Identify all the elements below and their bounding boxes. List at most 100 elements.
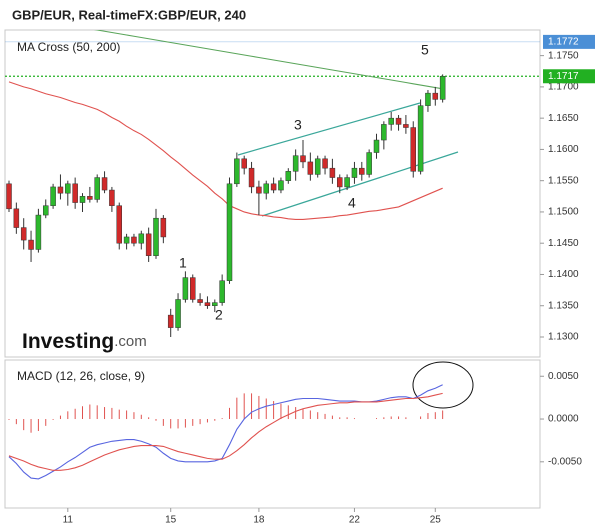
wave-label: 2 [215, 307, 223, 323]
price-panel [4, 29, 541, 358]
brand-suffix: .com [114, 333, 147, 350]
candle-body [417, 105, 424, 172]
candle-body [234, 158, 240, 185]
candle-body [35, 214, 42, 250]
x-tick-label: 15 [165, 515, 177, 526]
wave-label: 4 [348, 195, 356, 211]
y-tick-label: 1.1450 [548, 238, 579, 249]
candle-body [278, 180, 284, 191]
candle-body [373, 139, 380, 153]
candle-body [381, 124, 387, 141]
channel-upper [237, 102, 421, 156]
candle-body [432, 92, 439, 100]
candle-body [307, 161, 314, 175]
candle-body [439, 76, 446, 100]
candle-body [410, 127, 416, 172]
price-badge [543, 69, 595, 84]
indicator-line [8, 81, 443, 220]
indicator-line [8, 392, 443, 471]
candle-body [329, 167, 336, 178]
candle-body [72, 183, 78, 203]
candle-body [182, 277, 189, 300]
candle-body [109, 189, 115, 206]
brand-logo: Investing.com [22, 330, 147, 353]
highlight-ellipse [412, 361, 474, 409]
candle-body [79, 196, 86, 203]
candle-body [153, 217, 159, 256]
candle-body [160, 217, 167, 238]
y-tick-label: 0.0050 [548, 371, 579, 382]
candle-body [337, 177, 343, 188]
wave-label: 5 [421, 42, 429, 58]
y-tick-label: -0.0050 [548, 456, 582, 467]
candle-body [219, 280, 225, 303]
candle-body [226, 183, 233, 281]
candle-body [20, 227, 27, 241]
y-tick-label: 1.1550 [548, 175, 579, 186]
candle-body [167, 314, 174, 328]
y-tick-label: 0.0000 [548, 414, 579, 425]
price-badge [543, 34, 595, 49]
y-tick-label: 1.1400 [548, 269, 579, 280]
price-badge-label: 1.1772 [548, 37, 579, 48]
y-tick-label: 1.1500 [548, 207, 579, 218]
candle-body [190, 277, 196, 300]
x-tick-label: 22 [349, 515, 361, 526]
candle-body [241, 158, 247, 169]
candle-body [138, 233, 145, 244]
y-tick-label: 1.1750 [548, 50, 579, 61]
y-tick-label: 1.1600 [548, 144, 579, 155]
candle-body [50, 186, 56, 206]
candle-body [395, 117, 402, 125]
candle-body [131, 236, 137, 244]
candle-body [359, 167, 365, 175]
x-tick-label: 25 [430, 515, 442, 526]
candle-body [87, 196, 93, 200]
candle-body [425, 92, 431, 106]
candle-body [94, 177, 100, 200]
indicator-line [93, 30, 443, 90]
macd-panel [4, 359, 541, 509]
y-tick-label: 1.1350 [548, 300, 579, 311]
x-tick-label: 11 [63, 515, 74, 526]
candle-body [388, 117, 394, 125]
candle-body [43, 205, 49, 216]
candle-body [101, 177, 108, 191]
candle-body [285, 171, 292, 181]
candle-body [197, 299, 203, 303]
candle-body [300, 155, 306, 163]
candle-body [366, 152, 372, 175]
candle-body [403, 124, 409, 128]
y-tick-label: 1.1300 [548, 332, 579, 343]
candle-body [57, 186, 64, 194]
chart-title: GBP/EUR, Real-timeFX:GBP/EUR, 240 [12, 7, 246, 22]
candle-body [212, 302, 218, 306]
y-tick-label: 1.1700 [548, 82, 579, 93]
y-tick-label: 1.1650 [548, 113, 579, 124]
x-tick-label: 18 [253, 515, 265, 526]
candle-body [145, 233, 152, 256]
wave-label: 3 [294, 117, 302, 133]
candle-body [263, 183, 269, 194]
candle-body [28, 239, 34, 250]
candle-body [344, 177, 350, 188]
macd-title: MACD (12, 26, close, 9) [17, 369, 145, 383]
price-plot [5, 30, 540, 337]
candle-body [6, 183, 12, 210]
candle-body [270, 183, 277, 191]
price-badge-label: 1.1717 [548, 71, 579, 82]
brand: Investing [22, 330, 114, 353]
indicator-title: MA Cross (50, 200) [17, 40, 120, 54]
candle-body [116, 205, 122, 244]
candle-body [314, 158, 321, 175]
channel-lower [261, 151, 459, 217]
candle-body [256, 186, 262, 194]
candle-body [13, 208, 20, 228]
candle-body [322, 158, 328, 169]
candle-body [292, 155, 299, 172]
candle-body [175, 299, 181, 328]
candle-body [123, 236, 130, 244]
candle-body [248, 167, 255, 188]
